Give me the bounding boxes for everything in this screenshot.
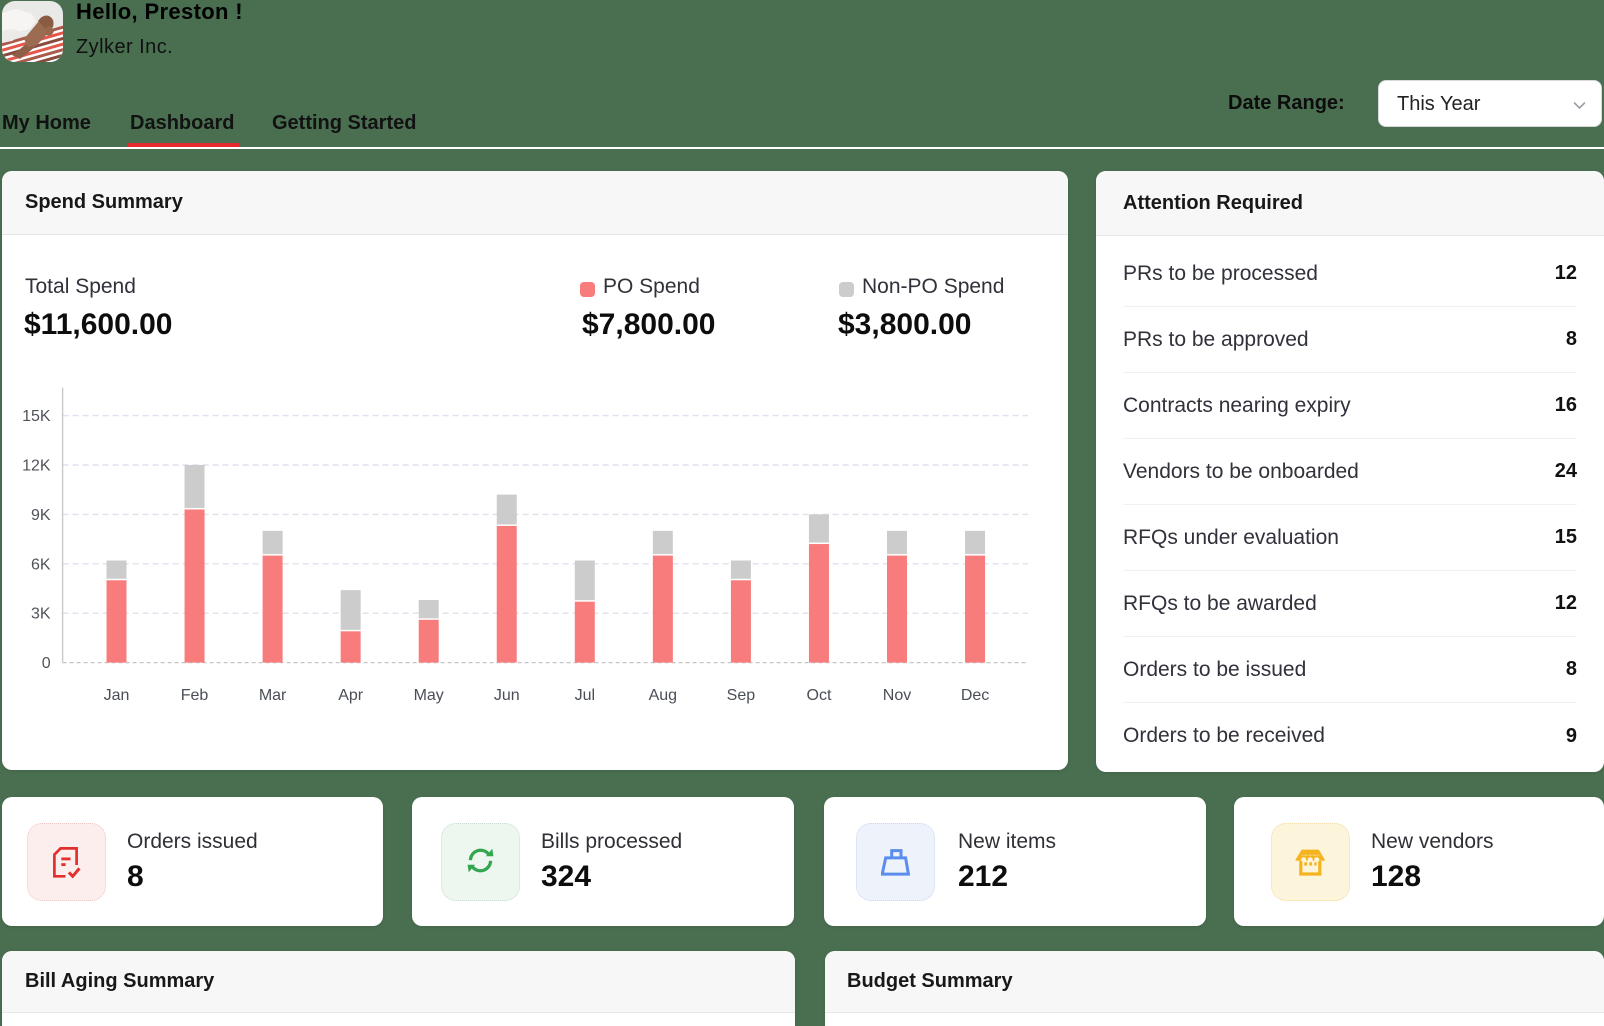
- svg-text:May: May: [414, 687, 444, 704]
- svg-text:Dec: Dec: [961, 687, 989, 704]
- svg-text:3K: 3K: [31, 606, 51, 623]
- svg-text:Jul: Jul: [575, 687, 595, 704]
- svg-text:Nov: Nov: [883, 687, 911, 704]
- svg-text:Feb: Feb: [181, 687, 209, 704]
- svg-text:15K: 15K: [22, 408, 51, 425]
- svg-text:Mar: Mar: [259, 687, 287, 704]
- svg-text:9K: 9K: [31, 507, 51, 524]
- svg-text:Aug: Aug: [649, 687, 677, 704]
- svg-text:12K: 12K: [22, 458, 51, 475]
- svg-text:Jun: Jun: [494, 687, 520, 704]
- svg-text:Jan: Jan: [104, 687, 130, 704]
- svg-text:Sep: Sep: [727, 687, 756, 704]
- svg-text:Apr: Apr: [338, 687, 364, 704]
- svg-text:6K: 6K: [31, 556, 51, 573]
- svg-text:Oct: Oct: [807, 687, 832, 704]
- svg-text:0: 0: [42, 655, 51, 672]
